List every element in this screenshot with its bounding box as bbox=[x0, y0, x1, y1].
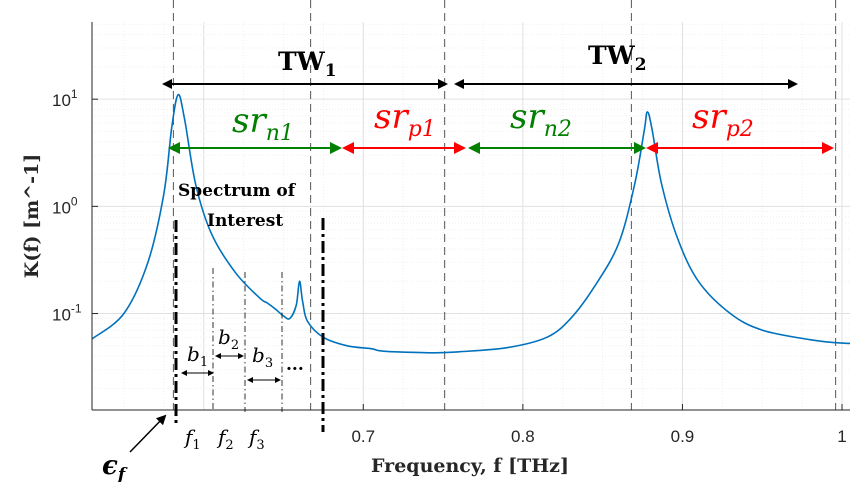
sr-p1-label: srp1 bbox=[374, 97, 436, 142]
x-tick-label: 0.8 bbox=[511, 427, 535, 446]
y-tick-label: 100 bbox=[52, 194, 78, 217]
tw1-label: TW1 bbox=[278, 47, 337, 81]
x-tick-label: 1 bbox=[837, 427, 846, 446]
sr-n2-label: srn2 bbox=[510, 97, 572, 142]
tw2-label: TW2 bbox=[588, 41, 647, 75]
spectrum-of-interest-label-1: Spectrum of bbox=[178, 181, 297, 201]
epsilon-arrow bbox=[129, 414, 167, 453]
y-tick-label: 101 bbox=[52, 87, 78, 110]
b2-label: b2 bbox=[218, 325, 239, 353]
spectrum-of-interest-label-2: Interest bbox=[207, 211, 283, 231]
x-tick-label: 0.7 bbox=[351, 427, 375, 446]
b3-label: b3 bbox=[252, 343, 273, 371]
tick-labels: 0.7 0.8 0.9 1 10-1 100 101 bbox=[52, 87, 847, 446]
epsilon-label: ϵf bbox=[102, 451, 128, 482]
y-axis-label: K(f) [m^-1] bbox=[21, 154, 43, 278]
ellipsis-label: ... bbox=[286, 355, 304, 375]
boundary-lines bbox=[172, 0, 837, 410]
series-line bbox=[92, 93, 850, 354]
f1-label: f1 bbox=[183, 425, 201, 453]
sr-n1-label: srn1 bbox=[232, 101, 294, 146]
x-axis-label: Frequency, f [THz] bbox=[371, 455, 569, 477]
b1-label: b1 bbox=[187, 342, 208, 370]
sr-p2-label: srp2 bbox=[692, 97, 754, 142]
y-tick-label: 10-1 bbox=[52, 302, 82, 325]
f2-label: f2 bbox=[216, 425, 234, 453]
f3-label: f3 bbox=[247, 425, 265, 453]
x-tick-label: 0.9 bbox=[671, 427, 695, 446]
